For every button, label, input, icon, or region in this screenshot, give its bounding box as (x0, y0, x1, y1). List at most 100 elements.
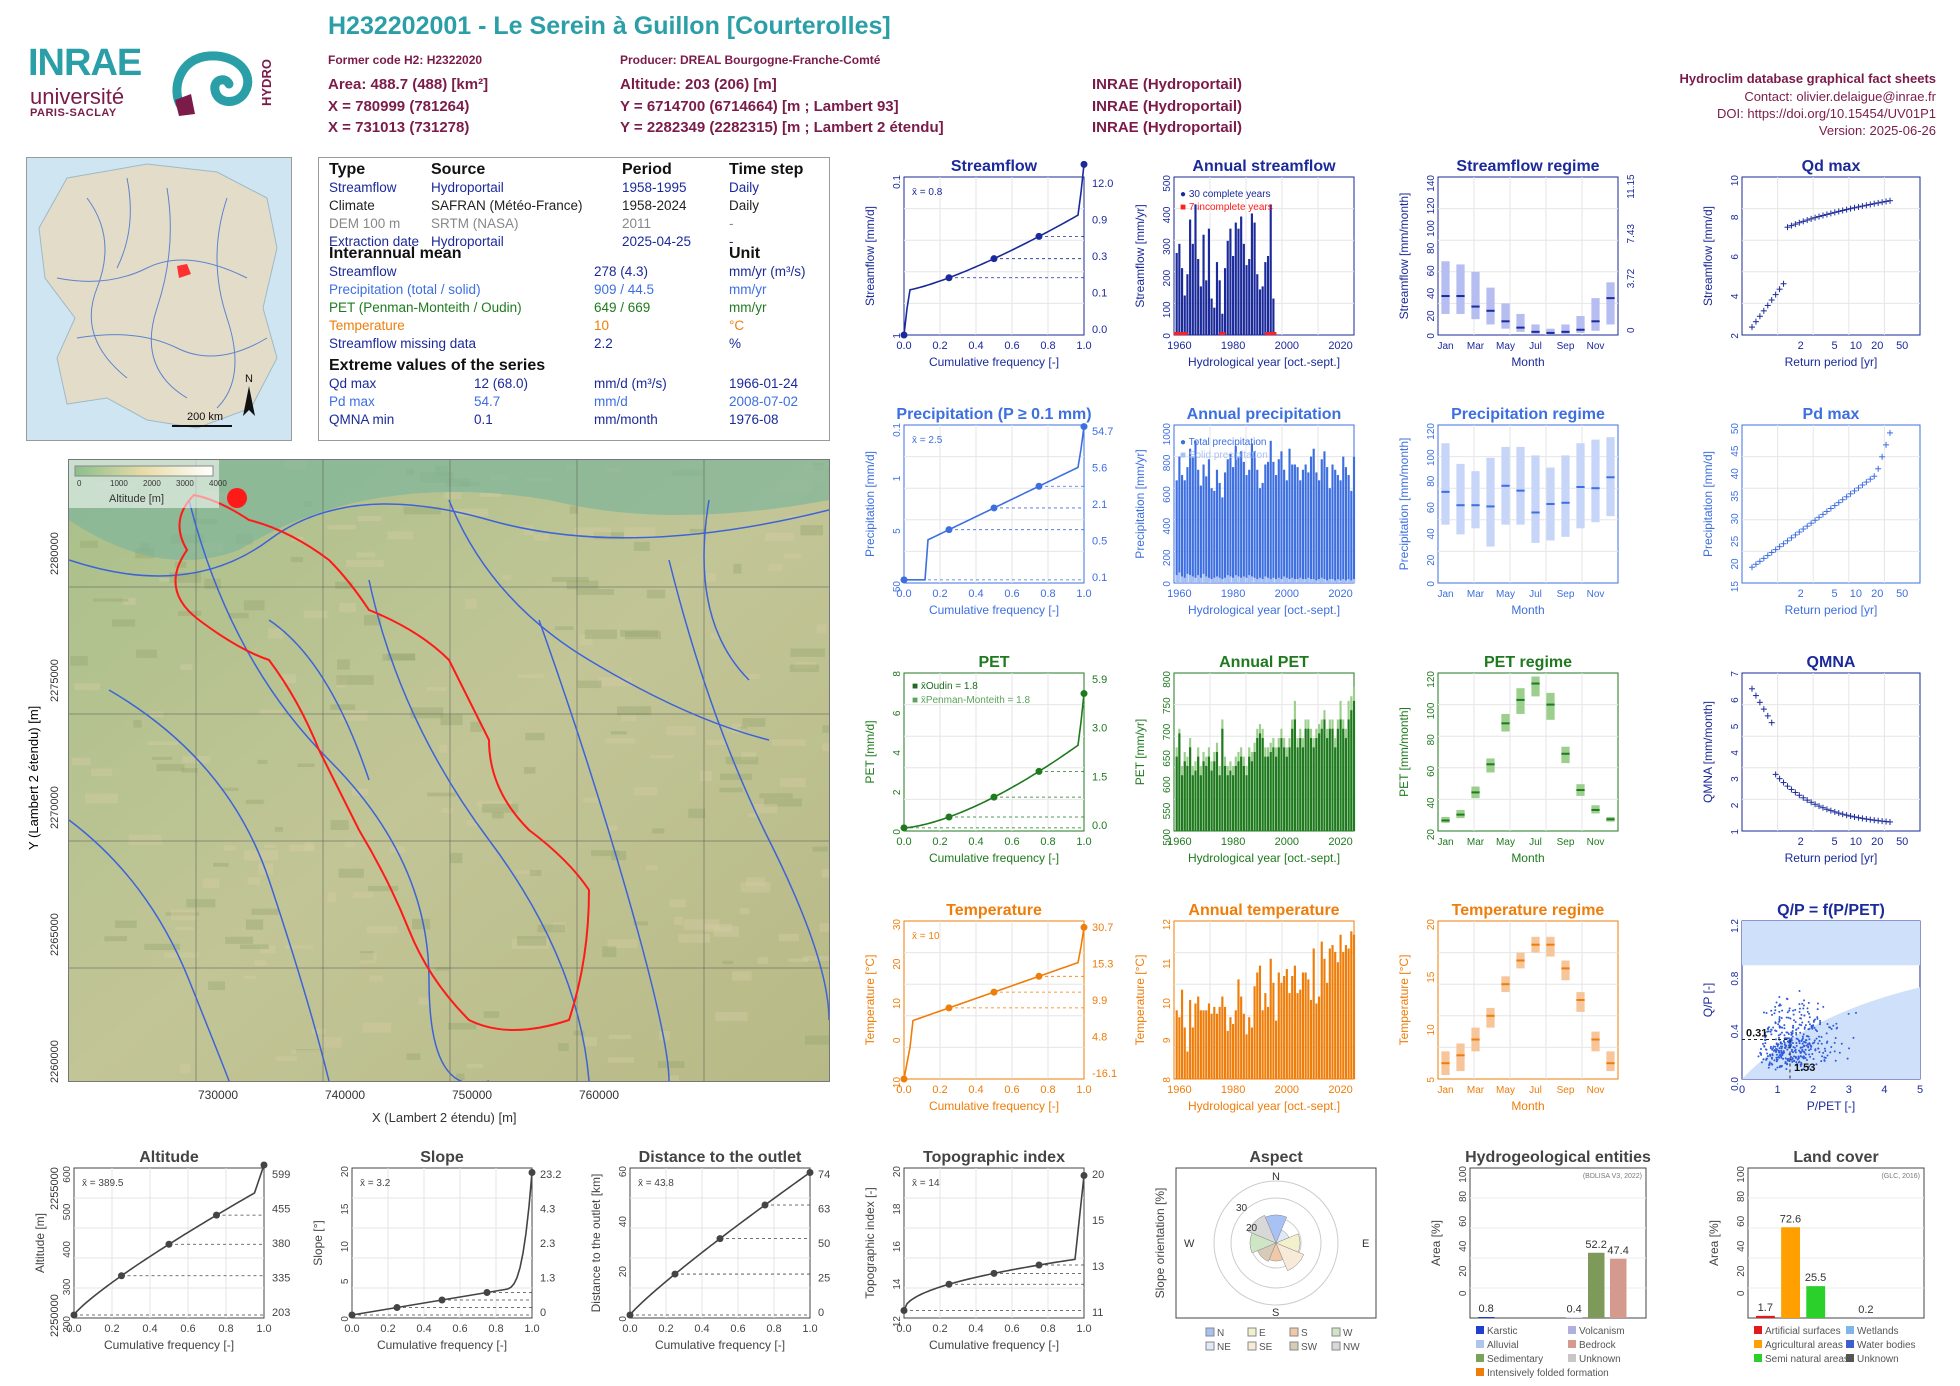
qp-point (1823, 1056, 1826, 1059)
y-tick: 100 (1458, 1166, 1469, 1183)
y-lambert93: Y = 6714700 (6714664) [m ; Lambert 93] (620, 98, 899, 115)
x-tick: 0.6 (1004, 836, 1019, 848)
annual_pet-bar (1256, 738, 1259, 831)
annual_precipitation-bar-solid (1352, 579, 1356, 583)
annual_pet-bar (1307, 728, 1310, 831)
qp-point (1798, 989, 1801, 992)
x-tick: 10 (1850, 836, 1862, 848)
annual_precipitation-bar (1326, 467, 1329, 583)
annual_precipitation-bar-solid (1197, 575, 1200, 583)
relief-patch (789, 664, 819, 673)
extreme-date: 1976-08 (729, 412, 779, 427)
qp-point (1854, 1011, 1857, 1014)
pet-right-tick: 5.9 (1092, 674, 1107, 686)
relief-patch (744, 673, 760, 679)
y-axis-label: Distance to the outlet [km] (589, 1174, 603, 1313)
annual_streamflow-bar (1180, 268, 1184, 335)
annual_precipitation-bar-solid (1275, 579, 1278, 583)
annual_pet-bar (1312, 747, 1315, 831)
annual_precipitation-bar (1202, 464, 1205, 583)
relief-patch (264, 844, 277, 848)
landcover-bar-label: 1.7 (1758, 1302, 1773, 1314)
y-axis-label: QMNA [mm/month] (1701, 701, 1715, 803)
annual_precipitation-bar (1261, 482, 1264, 583)
temperature_regime-box (1576, 992, 1585, 1012)
relief-patch (659, 1030, 670, 1041)
qp-point (1773, 1059, 1776, 1062)
x-tick: 0.4 (142, 1323, 157, 1335)
topo-title: Topographic index (923, 1149, 1065, 1166)
annual_precipitation-bar (1347, 475, 1350, 583)
altitude-legend-tick: 4000 (209, 479, 227, 488)
annual_precipitation-bar (1334, 469, 1337, 583)
relief-patch (239, 944, 269, 950)
relief-patch (337, 659, 350, 670)
x-tick: 0.0 (896, 1084, 911, 1096)
precipitation-right-tick: 54.7 (1092, 426, 1113, 438)
relief-patch (389, 846, 406, 854)
temperature_regime-box (1456, 1043, 1465, 1072)
streamflow-right-tick: 0.9 (1092, 215, 1107, 227)
relief-patch (453, 508, 489, 517)
y-tick: 80 (1426, 475, 1437, 487)
relief-patch (92, 598, 129, 602)
qp-point (1796, 1038, 1799, 1041)
x-tick: 50 (1896, 588, 1908, 600)
y-tick: 20 (1458, 1265, 1469, 1277)
pet-legend-2: ■ x̄Penman-Monteith = 1.8 (912, 695, 1030, 706)
relief-patch (418, 997, 431, 1005)
annual_precipitation-bar-solid (1234, 575, 1237, 583)
qp-point (1771, 1048, 1774, 1051)
annual_precipitation-bar-solid (1320, 577, 1323, 583)
qp-point (1775, 1053, 1778, 1056)
x-axis-label: Cumulative frequency [-] (929, 603, 1059, 617)
qp-point (1801, 1035, 1804, 1038)
aspect-legend-swatch (1205, 1327, 1215, 1337)
x-tick: 0.4 (968, 1323, 983, 1335)
annual_streamflow-bar (1218, 280, 1221, 335)
relief-patch (136, 649, 158, 658)
qp-point (1781, 1009, 1784, 1012)
relief-patch (771, 739, 806, 746)
relief-patch (465, 598, 477, 609)
qp-point (1820, 1042, 1823, 1045)
x-tick: 20 (1871, 836, 1883, 848)
qp-point (1790, 1031, 1793, 1034)
x-tick: Mar (1467, 341, 1485, 352)
extreme-unit: mm/d (m³/s) (594, 376, 667, 391)
qp-point (1774, 1045, 1777, 1048)
hydrogeo-bar (1478, 1317, 1495, 1318)
relief-patch (245, 799, 264, 804)
qp-point (1846, 1057, 1849, 1060)
annual_precipitation-bar (1344, 467, 1348, 583)
qp-point (1792, 1046, 1795, 1049)
hydrogeo-note: (BDLISA V3, 2022) (1583, 1173, 1642, 1180)
streamflow-right-tick: 0.3 (1092, 251, 1107, 263)
temperature-right-tick: 4.8 (1092, 1032, 1107, 1044)
x-tick: 2020 (1328, 340, 1352, 352)
topo-right-tick: 11 (1092, 1307, 1103, 1319)
qp-point (1764, 1033, 1767, 1036)
x-tick: May (1496, 1085, 1515, 1096)
x-tick: Jan (1437, 589, 1453, 600)
extreme-value: 54.7 (474, 394, 501, 409)
qp-point (1777, 1023, 1780, 1026)
annual_temperature-bar (1210, 1013, 1213, 1079)
annual_precipitation-bar (1352, 456, 1356, 583)
altitude-right-tick: 335 (272, 1273, 290, 1285)
annual_pet-bar (1296, 747, 1299, 831)
qp-point (1793, 1059, 1796, 1062)
relief-patch (633, 787, 658, 796)
relief-patch (260, 945, 276, 954)
y-tick: 30 (892, 919, 903, 931)
relief-patch (780, 777, 806, 788)
annual_precipitation-bar-solid (1350, 580, 1353, 583)
x-tick: 0.4 (968, 588, 983, 600)
info-head-extreme: Extreme values of the series (329, 357, 546, 374)
relief-patch (382, 653, 416, 661)
qp-point (1770, 1013, 1773, 1016)
annual_pet-bar (1199, 775, 1202, 831)
y-tick: 600 (62, 1166, 73, 1183)
y-tick: 12 (892, 1316, 903, 1328)
river (268, 619, 370, 781)
